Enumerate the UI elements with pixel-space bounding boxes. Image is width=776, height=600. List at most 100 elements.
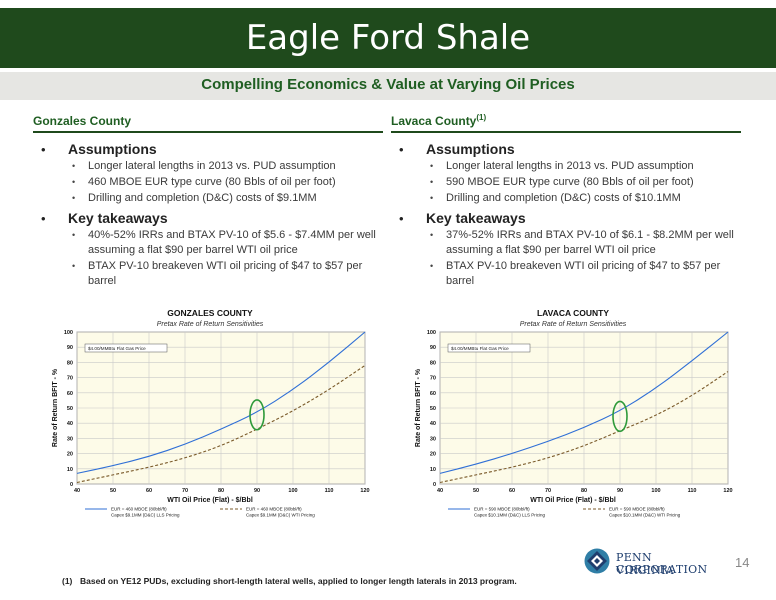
chart-title: GONZALES COUNTY bbox=[167, 308, 253, 318]
y-tick-label: 50 bbox=[430, 406, 436, 412]
x-axis-label: WTI Oil Price (Flat) - $/Bbl bbox=[167, 497, 253, 504]
legend-label: Capex $9.1MM (D&C) WTI Pricing bbox=[246, 513, 315, 518]
chart-subtitle: Pretax Rate of Return Sensitivities bbox=[157, 321, 264, 328]
y-tick-label: 50 bbox=[67, 406, 73, 412]
list-item: • Longer lateral lengths in 2013 vs. PUD … bbox=[426, 159, 741, 174]
list-item: • 460 MBOE EUR type curve (80 Bbls of oil… bbox=[68, 175, 383, 190]
y-tick-label: 20 bbox=[430, 452, 436, 458]
list-item-text: 37%-52% IRRs and BTAX PV-10 of $6.1 - $8… bbox=[446, 229, 734, 256]
y-tick-label: 30 bbox=[430, 436, 436, 442]
list-item-text: 460 MBOE EUR type curve (80 Bbls of oil … bbox=[88, 176, 336, 188]
x-tick-label: 60 bbox=[509, 488, 515, 494]
legend-label: Capex $10.1MM (D&C) WTI Pricing bbox=[609, 513, 681, 518]
y-tick-label: 40 bbox=[430, 421, 436, 427]
sub-list: • 40%-52% IRRs and BTAX PV-10 of $5.6 - $… bbox=[68, 228, 383, 289]
y-tick-label: 0 bbox=[433, 482, 436, 488]
x-tick-label: 100 bbox=[651, 488, 660, 494]
list-item-text: Longer lateral lengths in 2013 vs. PUD a… bbox=[88, 160, 336, 172]
y-tick-label: 60 bbox=[67, 391, 73, 397]
footnote: (1) Based on YE12 PUDs, excluding short-l… bbox=[62, 576, 517, 586]
y-tick-label: 100 bbox=[427, 330, 436, 336]
bullet-icon: • bbox=[72, 230, 76, 240]
county-heading: Gonzales County bbox=[33, 113, 383, 133]
x-tick-label: 70 bbox=[182, 488, 188, 494]
annotation-text: $4.00/MMBtu Flat Gas Price bbox=[88, 346, 146, 351]
y-tick-label: 90 bbox=[430, 345, 436, 351]
y-tick-label: 30 bbox=[67, 436, 73, 442]
bullet-icon: • bbox=[430, 161, 434, 171]
y-axis-label: Rate of Return BFIT - % bbox=[415, 368, 422, 447]
x-tick-label: 70 bbox=[545, 488, 551, 494]
y-tick-label: 70 bbox=[430, 376, 436, 382]
bullet-icon: • bbox=[399, 211, 404, 226]
legend-label: EUR = 590 MBOE (80bbl/ft) bbox=[474, 507, 530, 512]
chart-subtitle: Pretax Rate of Return Sensitivities bbox=[520, 321, 627, 328]
sub-list: • Longer lateral lengths in 2013 vs. PUD … bbox=[426, 159, 741, 206]
footnote-text: Based on YE12 PUDs, excluding short-leng… bbox=[80, 576, 517, 586]
bullet-icon: • bbox=[72, 177, 76, 187]
highlight-ellipse bbox=[612, 400, 628, 433]
logo-line-1: PENN VIRGINIA bbox=[616, 551, 675, 577]
list-item: • BTAX PV-10 breakeven WTI oil pricing of… bbox=[426, 259, 741, 289]
county-name: Gonzales County bbox=[33, 114, 132, 128]
bullet-icon: • bbox=[430, 193, 434, 203]
section-heading: Assumptions bbox=[426, 141, 515, 157]
page-title: Eagle Ford Shale bbox=[245, 18, 531, 58]
x-tick-label: 80 bbox=[581, 488, 587, 494]
list-item-text: Longer lateral lengths in 2013 vs. PUD a… bbox=[446, 160, 694, 172]
y-tick-label: 20 bbox=[67, 452, 73, 458]
x-axis-label: WTI Oil Price (Flat) - $/Bbl bbox=[530, 497, 616, 504]
x-tick-label: 120 bbox=[723, 488, 732, 494]
annotation-box bbox=[447, 343, 531, 353]
list-item: • Drilling and completion (D&C) costs of … bbox=[426, 191, 741, 206]
list-item-text: Drilling and completion (D&C) costs of $… bbox=[446, 192, 681, 204]
list-item: • 40%-52% IRRs and BTAX PV-10 of $5.6 - $… bbox=[68, 228, 383, 258]
subtitle-bar: Compelling Economics & Value at Varying … bbox=[0, 72, 776, 100]
list-item: • 590 MBOE EUR type curve (80 Bbls of oil… bbox=[426, 175, 741, 190]
annotation-box bbox=[84, 343, 168, 353]
highlight-ellipse bbox=[249, 399, 265, 431]
bullet-icon: • bbox=[430, 177, 434, 187]
x-tick-label: 50 bbox=[110, 488, 116, 494]
list-item-text: Drilling and completion (D&C) costs of $… bbox=[88, 192, 317, 204]
gonzales-column: Gonzales County • Assumptions • Longer la… bbox=[33, 113, 383, 293]
list-item-text: 40%-52% IRRs and BTAX PV-10 of $5.6 - $7… bbox=[88, 229, 376, 256]
bullet-list: • Assumptions • Longer lateral lengths in… bbox=[33, 141, 383, 289]
bullet-icon: • bbox=[430, 261, 434, 271]
series-line-lls bbox=[76, 331, 366, 474]
legend-label: EUR = 460 MBOE (80bbl/ft) bbox=[246, 507, 302, 512]
lavaca-column: Lavaca County(1) • Assumptions • Longer l… bbox=[391, 113, 741, 293]
x-tick-label: 110 bbox=[325, 488, 334, 494]
list-item: • 37%-52% IRRs and BTAX PV-10 of $6.1 - $… bbox=[426, 228, 741, 258]
y-tick-label: 40 bbox=[67, 421, 73, 427]
section-assumptions: • Assumptions • Longer lateral lengths in… bbox=[33, 141, 383, 206]
bullet-icon: • bbox=[72, 193, 76, 203]
bullet-icon: • bbox=[41, 211, 46, 226]
y-axis-label: Rate of Return BFIT - % bbox=[52, 368, 59, 447]
logo-line-2: CORPORATION bbox=[616, 563, 708, 576]
list-item-text: 590 MBOE EUR type curve (80 Bbls of oil … bbox=[446, 176, 694, 188]
x-tick-label: 60 bbox=[146, 488, 152, 494]
bullet-icon: • bbox=[430, 230, 434, 240]
penn-virginia-logo-icon bbox=[584, 548, 610, 574]
y-tick-label: 10 bbox=[430, 467, 436, 473]
bullet-list: • Assumptions • Longer lateral lengths in… bbox=[391, 141, 741, 289]
list-item: • Longer lateral lengths in 2013 vs. PUD … bbox=[68, 159, 383, 174]
x-tick-label: 90 bbox=[254, 488, 260, 494]
section-heading: Key takeaways bbox=[426, 210, 526, 226]
county-heading: Lavaca County(1) bbox=[391, 113, 741, 133]
legend-label: EUR = 460 MBOE (80bbl/ft) bbox=[111, 507, 167, 512]
legend-label: Capex $9.1MM (D&C) LLS Pricing bbox=[111, 513, 180, 518]
y-tick-label: 100 bbox=[64, 330, 73, 336]
x-tick-label: 120 bbox=[360, 488, 369, 494]
x-tick-label: 110 bbox=[688, 488, 697, 494]
lavaca-irr-chart: LAVACA COUNTY Pretax Rate of Return Sensi… bbox=[415, 308, 733, 518]
x-tick-label: 80 bbox=[218, 488, 224, 494]
list-item: • BTAX PV-10 breakeven WTI oil pricing of… bbox=[68, 259, 383, 289]
bullet-icon: • bbox=[399, 142, 404, 157]
company-logo: PENN VIRGINIA CORPORATION bbox=[584, 548, 708, 578]
section-assumptions: • Assumptions • Longer lateral lengths in… bbox=[391, 141, 741, 206]
county-footnote-mark: (1) bbox=[476, 113, 487, 122]
section-heading: Key takeaways bbox=[68, 210, 168, 226]
list-item-text: BTAX PV-10 breakeven WTI oil pricing of … bbox=[446, 260, 721, 287]
